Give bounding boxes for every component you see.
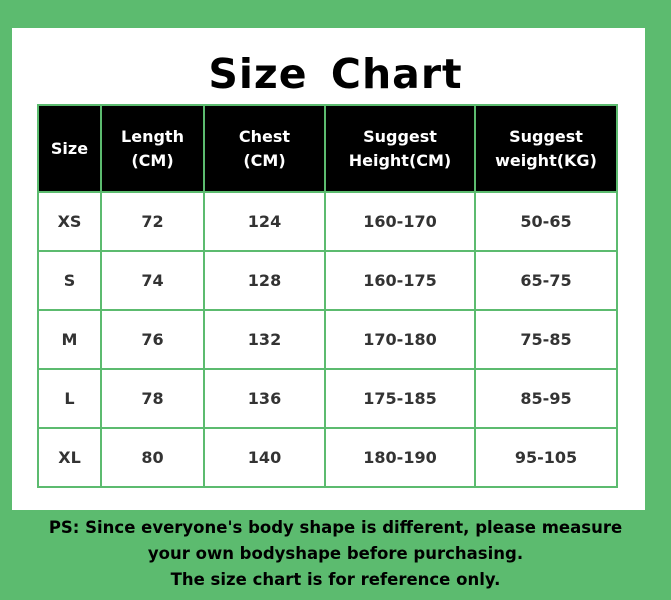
column-header: Size — [37, 104, 102, 193]
footnote-line: PS: Since everyone's body shape is diffe… — [48, 518, 623, 537]
table-cell: 180-190 — [324, 427, 476, 488]
table-cell: S — [37, 250, 102, 311]
table-cell: XS — [37, 191, 102, 252]
table-cell: 95-105 — [474, 427, 618, 488]
column-header-line: Length — [121, 126, 184, 146]
table-row: L 78 136 175-185 85-95 — [37, 368, 618, 429]
table-cell: 76 — [100, 309, 205, 370]
table-cell: 78 — [100, 368, 205, 429]
column-header-line: Chest — [238, 126, 291, 146]
table-cell: 80 — [100, 427, 205, 488]
column-header: Length (CM) — [100, 104, 205, 193]
table-cell: M — [37, 309, 102, 370]
table-cell: 75-85 — [474, 309, 618, 370]
column-header: Suggest weight(KG) — [474, 104, 618, 193]
column-header-line: Height(CM) — [348, 150, 452, 170]
column-header-line: Size — [50, 138, 89, 158]
table-cell: 65-75 — [474, 250, 618, 311]
table-cell: L — [37, 368, 102, 429]
table-row: XL 80 140 180-190 95-105 — [37, 427, 618, 488]
column-header-line: Suggest — [363, 126, 437, 146]
table-cell: 136 — [203, 368, 326, 429]
table-cell: 74 — [100, 250, 205, 311]
footnote-line: your own bodyshape before purchasing. — [147, 544, 524, 563]
size-table: Size Length (CM) Chest (CM) Suggest Height(CM)… — [37, 104, 618, 488]
footnote: PS: Since everyone's body shape is diffe… — [0, 515, 671, 593]
header-row: Size Length (CM) Chest (CM) Suggest Height(CM)… — [37, 104, 618, 193]
table-cell: 160-170 — [324, 191, 476, 252]
table-cell: 160-175 — [324, 250, 476, 311]
table-cell: 132 — [203, 309, 326, 370]
table-cell: 170-180 — [324, 309, 476, 370]
footnote-line: The size chart is for reference only. — [170, 570, 501, 589]
column-header-line: weight(KG) — [495, 150, 597, 170]
column-header-line: Suggest — [509, 126, 583, 146]
table-row: S 74 128 160-175 65-75 — [37, 250, 618, 311]
column-header: Suggest Height(CM) — [324, 104, 476, 193]
table-cell: 72 — [100, 191, 205, 252]
table-cell: 124 — [203, 191, 326, 252]
column-header-line: (CM) — [243, 150, 286, 170]
table-cell: XL — [37, 427, 102, 488]
table-cell: 128 — [203, 250, 326, 311]
table-cell: 175-185 — [324, 368, 476, 429]
page-title: Size Chart — [208, 50, 463, 98]
table-cell: 50-65 — [474, 191, 618, 252]
table-row: M 76 132 170-180 75-85 — [37, 309, 618, 370]
table-cell: 85-95 — [474, 368, 618, 429]
table-cell: 140 — [203, 427, 326, 488]
column-header: Chest (CM) — [203, 104, 326, 193]
table-row: XS 72 124 160-170 50-65 — [37, 191, 618, 252]
column-header-line: (CM) — [131, 150, 174, 170]
